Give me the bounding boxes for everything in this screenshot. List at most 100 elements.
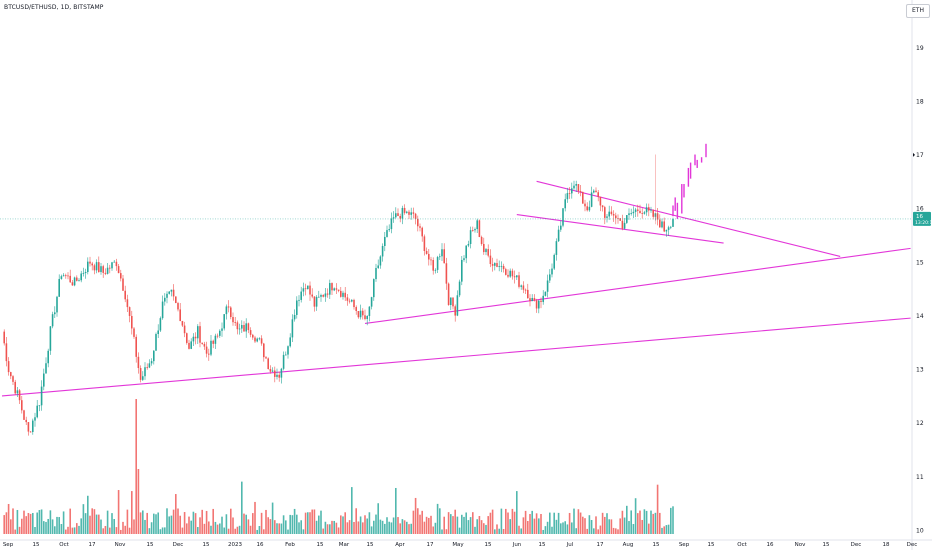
y-tick-label: 17 xyxy=(916,152,924,159)
candle-body xyxy=(588,206,591,211)
x-tick-label: 17 xyxy=(597,542,604,548)
volume-bar xyxy=(241,481,243,534)
x-tick-label: 15 xyxy=(823,542,830,548)
volume-bar xyxy=(395,487,397,534)
candle-body xyxy=(212,340,214,344)
candle-body xyxy=(538,300,540,309)
currency-badge[interactable]: ETH xyxy=(906,4,930,18)
volume-bar xyxy=(73,527,76,534)
candle-body xyxy=(346,297,349,301)
current-price-value: 16 xyxy=(916,214,923,220)
candle-body xyxy=(285,354,287,356)
volume-bar xyxy=(379,519,382,534)
candle-body xyxy=(67,275,69,277)
volume-bar xyxy=(276,523,278,534)
current-price-countdown: 13:20:19 xyxy=(915,220,932,226)
candle-body xyxy=(395,213,397,218)
projection-bar xyxy=(689,162,692,179)
volume-bar xyxy=(219,523,221,534)
candle-body xyxy=(205,346,208,354)
y-tick-label: 18 xyxy=(916,98,924,105)
candle-body xyxy=(610,211,613,215)
candle-body xyxy=(544,291,547,296)
candle-body xyxy=(540,300,542,302)
candle-body xyxy=(241,325,243,329)
volume-bar xyxy=(560,523,562,534)
volume-bar xyxy=(25,516,27,534)
volume-bar xyxy=(21,518,23,534)
volume-bar xyxy=(390,522,393,534)
x-tick-label: 15 xyxy=(147,542,154,548)
volume-bar xyxy=(601,512,604,534)
volume-bar xyxy=(626,505,628,534)
volume-bar xyxy=(212,508,214,534)
candle-body xyxy=(509,270,511,277)
volume-bar xyxy=(285,520,287,534)
y-tick-label: 12 xyxy=(916,420,924,427)
volume-bar xyxy=(529,514,531,534)
candle-body xyxy=(142,376,144,380)
candle-body xyxy=(661,221,663,228)
volume-bar xyxy=(102,528,104,534)
candle-body xyxy=(571,188,573,194)
candle-body xyxy=(280,368,283,378)
volume-bar xyxy=(291,515,294,534)
candle-body xyxy=(190,341,192,349)
candle-body xyxy=(399,216,401,219)
volume-bar xyxy=(122,521,124,534)
candle-body xyxy=(256,338,258,342)
volume-bar xyxy=(43,521,45,534)
candle-body xyxy=(529,298,531,302)
x-tick-label: 17 xyxy=(427,542,434,548)
candle-body xyxy=(500,265,503,267)
volume-bar xyxy=(643,509,646,534)
x-tick-label: 15 xyxy=(33,542,40,548)
volume-bar xyxy=(293,508,296,534)
candle-body xyxy=(450,297,452,305)
x-tick-label: 15 xyxy=(485,542,492,548)
candle-body xyxy=(612,214,615,216)
volume-bar xyxy=(124,525,126,534)
volume-bar xyxy=(381,520,384,534)
candle-body xyxy=(179,309,181,322)
volume-bar xyxy=(172,509,175,534)
volume-bar xyxy=(104,525,107,534)
volume-bar xyxy=(401,519,404,534)
volume-bar xyxy=(571,522,573,534)
volume-bar xyxy=(494,529,496,534)
candle-body xyxy=(315,296,318,307)
candle-body xyxy=(84,272,87,273)
volume-bar xyxy=(659,512,661,534)
volume-bar xyxy=(84,513,87,534)
candle-body xyxy=(16,390,19,394)
volume-bar xyxy=(513,511,516,534)
volume-bar xyxy=(465,512,467,534)
projection-bar xyxy=(694,154,696,166)
candle-body xyxy=(469,230,472,244)
candle-body xyxy=(439,256,441,258)
volume-bar xyxy=(443,516,445,534)
projection-bar xyxy=(683,184,685,198)
volume-bar xyxy=(199,517,201,534)
candle-body xyxy=(522,285,525,290)
volume-bar xyxy=(370,526,373,534)
volume-bar xyxy=(665,525,668,534)
volume-bar xyxy=(461,514,463,534)
candle-body xyxy=(595,190,597,193)
symbol-title: BTCUSD/ETHUSD, 1D, BITSTAMP xyxy=(4,4,104,11)
volume-bar xyxy=(654,512,657,534)
volume-bar xyxy=(463,516,465,534)
candle-body xyxy=(58,278,60,297)
volume-bar xyxy=(670,507,672,534)
candlesticks xyxy=(3,154,674,436)
candle-body xyxy=(12,376,14,382)
candle-body xyxy=(73,277,76,286)
volume-bar xyxy=(487,516,489,534)
candle-body xyxy=(49,326,52,351)
candle-body xyxy=(430,259,432,261)
candle-body xyxy=(487,249,489,256)
